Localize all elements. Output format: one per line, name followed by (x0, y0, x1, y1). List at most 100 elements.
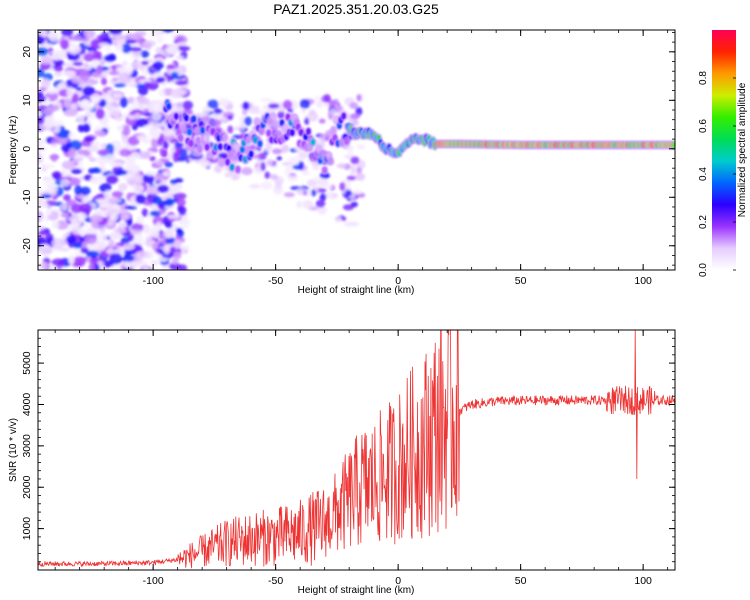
spectrogram-blob (164, 204, 175, 210)
spectrogram-blob (77, 212, 87, 220)
spectrogram-blob (251, 105, 260, 113)
spectrogram-blob (287, 174, 299, 182)
spectrogram-blob (152, 61, 164, 70)
spectrogram-blob (106, 218, 114, 227)
spectrogram-blob (44, 209, 53, 216)
spectrogram-blob (317, 205, 327, 215)
spectrogram-blob (95, 108, 105, 120)
spectrogram-blob (167, 214, 180, 219)
ridge-core (341, 112, 347, 120)
spectrogram-blob (140, 50, 150, 58)
spectrogram-blob (142, 223, 150, 234)
spectrogram-blob (80, 186, 91, 196)
ridge-core (161, 149, 167, 157)
y-tick-label: 4000 (21, 393, 33, 417)
spectrogram-blob (154, 172, 163, 182)
spectrogram-blob (164, 221, 173, 229)
x-tick-label: -100 (143, 275, 164, 287)
spectrogram-blob (239, 121, 246, 131)
snr-series-line (38, 330, 675, 569)
spectrogram-blob (108, 231, 123, 240)
spectrogram-blob (135, 215, 145, 225)
spectrogram-blob (124, 205, 138, 210)
ridge-core (330, 126, 336, 134)
spectrogram-blob (120, 213, 131, 221)
spectrogram-blob (132, 222, 144, 231)
spectrogram-blob (79, 203, 92, 214)
spectrogram-blob (95, 155, 108, 165)
spectrogram-blob (72, 61, 84, 66)
spectrogram-blob (76, 114, 85, 123)
spectrogram-blob (93, 168, 102, 174)
spectrogram-blob (207, 99, 219, 109)
spectrogram-blob (316, 101, 323, 108)
spectrogram-blob (306, 179, 317, 187)
ridge-core (188, 139, 194, 147)
spectrogram-blob (45, 88, 58, 95)
snr-ylabel: SNR (10 * v/v) (8, 418, 19, 482)
spectrogram-blob (284, 167, 291, 178)
spectrogram-blob (103, 95, 112, 102)
spectrogram-blob (66, 87, 74, 98)
spectrogram-blob (99, 202, 110, 208)
spectrogram-blob (68, 35, 83, 41)
ridge-core (266, 129, 272, 137)
spectrogram-blob (68, 132, 76, 138)
spectrogram-blob (265, 158, 274, 167)
spectrogram-blob (134, 112, 141, 119)
spectrogram-blob (242, 101, 250, 110)
spectrogram-blob (344, 189, 352, 197)
spectrogram-blob (62, 70, 77, 77)
spectrogram-blob (82, 64, 93, 71)
spectrogram-blob (104, 46, 111, 52)
spectrogram-blob (316, 178, 329, 187)
x-tick-label: -100 (143, 575, 164, 587)
spectrogram-blob (162, 140, 169, 150)
ridge-core (194, 127, 200, 135)
spectrogram-blob (90, 38, 104, 50)
spectrogram-blob (151, 112, 162, 122)
spectrogram-blob (342, 204, 354, 211)
spectrogram-blob (38, 36, 45, 45)
ridge-core (344, 137, 350, 145)
spectrogram-blob (40, 261, 49, 270)
spectrogram-blob (318, 118, 326, 124)
spectrogram-blob (158, 209, 166, 215)
spectrogram-blob (126, 217, 133, 227)
spectrogram-blob (108, 197, 117, 204)
spectrogram-blob (355, 106, 363, 116)
spectrogram-blob (61, 30, 74, 37)
y-tick-label: -10 (21, 190, 33, 205)
spectrogram-blob (114, 34, 127, 46)
spectrogram-blob (319, 193, 327, 201)
spectrogram-blob (38, 111, 43, 118)
colorbar-tick-label: 0.0 (698, 263, 709, 277)
spectrogram-blob (115, 44, 124, 52)
spectrogram-blob (176, 102, 184, 108)
spectrogram-blob (83, 53, 95, 62)
spectrogram-blob (111, 77, 119, 82)
spectrogram-blob (53, 71, 63, 77)
spectrogram-blob (38, 138, 45, 144)
spectrogram-blob (132, 98, 139, 109)
spectrogram-blob (145, 185, 160, 195)
spectrogram-blob (141, 208, 148, 218)
spectrogram-blob (58, 247, 71, 252)
spectrogram-blob (182, 100, 194, 110)
spectrogram-blob (356, 144, 366, 150)
spectrogram-blob (81, 241, 88, 248)
spectrogram-blob (119, 96, 128, 108)
spectrogram-blob (68, 147, 77, 159)
spectrogram-blob (143, 81, 152, 88)
spectrogram-blob (80, 247, 89, 254)
spectrogram-blob (39, 30, 48, 38)
spectrogram-blob (98, 98, 107, 108)
spectrogram-blob (131, 49, 142, 60)
spectrogram-blob (264, 171, 271, 179)
x-tick-label: 50 (515, 275, 527, 287)
spectrogram-blob (144, 239, 156, 247)
spectrogram-blob (121, 60, 128, 67)
colorbar-label: Normalized spectral amplitude (737, 82, 748, 217)
spectrogram-blob (302, 199, 314, 210)
